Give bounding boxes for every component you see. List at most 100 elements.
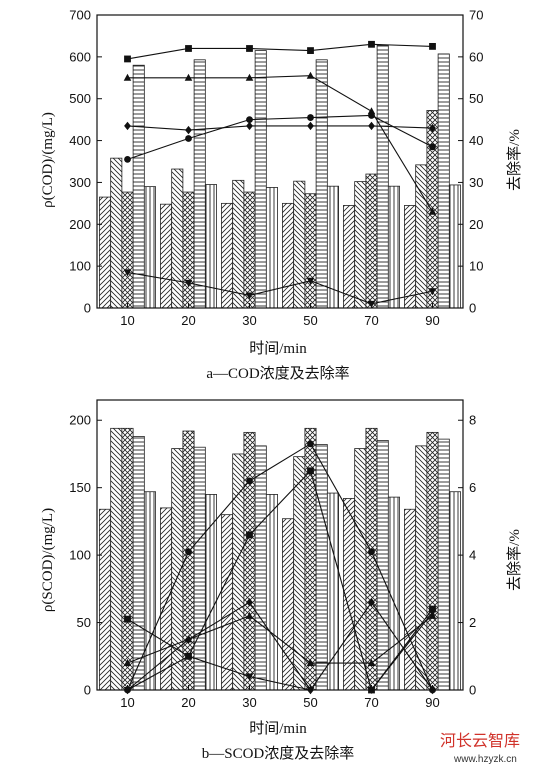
bar-series-2 — [354, 181, 367, 309]
bar-series-5 — [265, 494, 278, 691]
removal-line-3 — [127, 125, 433, 131]
line-3-diamond-marker — [307, 121, 314, 131]
bar-series-5 — [448, 491, 461, 691]
right-tick-label: 10 — [469, 259, 483, 274]
bar-series-4 — [254, 50, 267, 309]
line-1-square-marker — [246, 531, 253, 539]
line-2-triangle-marker — [123, 73, 132, 81]
bar-series-1 — [221, 514, 234, 691]
line-5-triangle-down-marker — [245, 292, 254, 300]
bar-series-3 — [365, 427, 378, 691]
bar-series-2 — [110, 427, 123, 691]
removal-line-5 — [127, 612, 433, 691]
x-tick-label: 90 — [425, 313, 439, 328]
right-tick-label: 20 — [469, 217, 483, 232]
removal-line-4 — [127, 601, 433, 691]
bar-series-2 — [171, 168, 184, 309]
bar-series-4 — [437, 438, 450, 691]
x-tick-label: 20 — [181, 695, 195, 710]
line-1-square-marker — [124, 55, 131, 63]
line-4-circle-marker — [185, 135, 192, 142]
line-3-triangle-marker — [367, 659, 376, 667]
bar-series-3 — [426, 431, 439, 691]
left-tick-label: 500 — [69, 91, 91, 106]
bar-series-2 — [110, 157, 123, 309]
bar-series-4 — [315, 59, 328, 309]
left-tick-label: 300 — [69, 175, 91, 190]
x-tick-label: 50 — [303, 313, 317, 328]
line-1-square-marker — [246, 45, 253, 52]
bar-series-1 — [221, 202, 234, 309]
line-2-triangle-marker — [184, 73, 193, 81]
right-tick-label: 30 — [469, 175, 483, 190]
left-tick-label: 0 — [84, 683, 91, 698]
bar-series-4 — [376, 440, 389, 691]
left-tick-label: 700 — [69, 8, 91, 23]
bar-series-4 — [193, 446, 206, 691]
bar-series-4 — [132, 64, 145, 309]
right-tick-label: 2 — [469, 615, 476, 630]
panel-a-x-axis-title: 时间/min — [249, 340, 307, 357]
line-4-circle-marker — [307, 114, 314, 121]
left-tick-label: 50 — [77, 615, 91, 630]
bar-series-4 — [193, 59, 206, 309]
panel-a-lines — [123, 40, 437, 308]
bar-series-3 — [365, 173, 378, 309]
bar-series-5 — [387, 185, 400, 309]
panel-b-y2-axis-title: 去除率/% — [506, 529, 523, 591]
panel-b-frame — [96, 399, 464, 691]
right-tick-label: 6 — [469, 480, 476, 495]
panel-a-frame — [96, 14, 464, 309]
chart-panel-b: 0 50 100 150 200 0 2 4 6 8 10 20 30 50 70 90 ρ(SCOD)/(m… — [40, 399, 523, 762]
line-2-circle-marker — [185, 548, 192, 556]
bar-series-2 — [293, 180, 306, 309]
bar-series-5 — [204, 184, 217, 309]
panel-b-bars — [99, 427, 461, 691]
removal-line-1 — [127, 43, 433, 60]
line-2-triangle-marker — [367, 107, 376, 115]
panel-a-y2-axis-title: 去除率/% — [506, 129, 523, 191]
line-3-triangle-marker — [123, 659, 132, 667]
bar-series-3 — [304, 193, 317, 309]
line-3-triangle-marker — [245, 611, 254, 619]
line-4-circle-marker — [429, 143, 436, 151]
right-tick-label: 50 — [469, 91, 483, 106]
removal-line-5 — [127, 271, 433, 305]
line-1-square-marker — [307, 47, 314, 54]
left-tick-label: 0 — [84, 301, 91, 316]
line-5-triangle-down-marker — [245, 673, 254, 681]
line-3-diamond-marker — [185, 125, 192, 135]
line-3-diamond-marker — [124, 121, 131, 131]
removal-line-2 — [126, 443, 434, 691]
line-1-square-marker — [368, 40, 375, 48]
removal-line-2 — [127, 75, 433, 213]
right-tick-label: 40 — [469, 133, 483, 148]
line-1-square-marker — [185, 45, 192, 52]
panel-a-caption: a—COD浓度及去除率 — [206, 365, 349, 382]
right-tick-label: 0 — [469, 301, 476, 316]
x-tick-label: 10 — [120, 695, 134, 710]
x-tick-label: 90 — [425, 695, 439, 710]
line-1-square-marker — [429, 605, 436, 613]
line-3-diamond-marker — [368, 121, 375, 131]
x-tick-label: 70 — [364, 695, 378, 710]
bar-series-2 — [232, 179, 245, 309]
bar-series-5 — [143, 491, 156, 691]
panel-b-caption: b—SCOD浓度及去除率 — [202, 745, 355, 762]
bar-series-1 — [404, 205, 417, 309]
bar-series-1 — [99, 508, 112, 691]
line-5-triangle-down-marker — [184, 279, 193, 287]
bar-series-3 — [182, 191, 195, 309]
x-tick-label: 30 — [242, 313, 256, 328]
bar-series-1 — [343, 205, 356, 309]
left-tick-label: 150 — [69, 480, 91, 495]
panel-b-ticks: 0 50 100 150 200 0 2 4 6 8 10 20 30 50 70 90 — [69, 413, 476, 710]
bar-series-3 — [121, 427, 134, 691]
line-2-triangle-marker — [306, 71, 315, 79]
left-tick-label: 600 — [69, 49, 91, 64]
panel-a-bars — [99, 44, 461, 309]
line-4-circle-marker — [246, 116, 253, 124]
bar-series-4 — [132, 436, 145, 691]
left-tick-label: 400 — [69, 133, 91, 148]
